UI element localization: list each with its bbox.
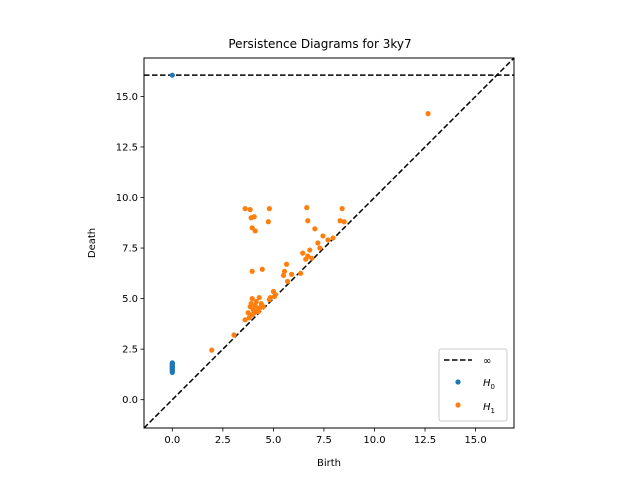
h1-point <box>260 304 266 310</box>
h1-point <box>255 309 261 315</box>
h1-point <box>249 296 255 302</box>
y-tick-label: 0.0 <box>122 395 138 406</box>
h1-point <box>266 206 272 212</box>
h1-point <box>309 255 315 261</box>
h1-point <box>242 206 248 212</box>
legend-h1-marker <box>455 402 461 408</box>
x-tick-label: 7.5 <box>316 435 332 446</box>
h1-point <box>253 299 259 305</box>
h1-point <box>245 310 251 316</box>
plot-frame <box>143 57 515 429</box>
h1-point <box>247 207 253 213</box>
h1-point <box>265 219 271 225</box>
legend-infinity-label: ∞ <box>483 356 491 367</box>
h1-point <box>320 233 326 239</box>
h0-point <box>169 72 175 78</box>
y-tick-label: 15.0 <box>116 92 138 103</box>
x-tick-label: 2.5 <box>215 435 231 446</box>
h1-point <box>288 271 295 277</box>
h1-point <box>231 332 237 338</box>
x-tick-label: 5.0 <box>265 435 281 446</box>
h1-point <box>272 291 279 298</box>
legend-box <box>438 348 508 422</box>
h1-point <box>248 301 254 307</box>
y-axis-title: Death <box>87 228 98 258</box>
y-tick-label: 5.0 <box>122 294 138 305</box>
h1-point <box>281 268 288 274</box>
h1-point <box>256 294 262 301</box>
h1-point <box>315 240 321 246</box>
h1-point <box>300 250 306 256</box>
h1-point <box>242 317 248 323</box>
legend-h1-label: H1 <box>483 402 495 415</box>
h1-point <box>312 226 318 232</box>
h1-point <box>339 206 345 212</box>
h1-point <box>280 272 287 278</box>
x-tick-label: 15.0 <box>464 435 486 446</box>
x-tick-label: 12.5 <box>414 435 436 446</box>
h1-point <box>330 235 336 241</box>
h1-point <box>305 218 311 224</box>
h1-point <box>337 218 343 224</box>
x-axis-title: Birth <box>317 458 341 469</box>
h1-point <box>259 266 265 272</box>
h1-point <box>341 219 347 225</box>
y-tick-label: 2.5 <box>122 345 138 356</box>
x-tick-label: 0.0 <box>164 435 180 446</box>
h1-point <box>251 214 257 220</box>
y-tick-label: 12.5 <box>116 142 138 153</box>
h1-point <box>325 237 331 243</box>
legend-h0-marker <box>455 379 461 385</box>
x-tick-label: 10.0 <box>363 435 385 446</box>
h1-point <box>317 245 323 251</box>
legend: ∞ H0 H1 <box>438 348 508 422</box>
h1-point <box>425 111 431 117</box>
y-tick-label: 7.5 <box>122 244 138 255</box>
h1-point <box>305 253 311 259</box>
h0-point <box>169 360 175 366</box>
legend-h0-label: H0 <box>483 378 495 391</box>
h1-point <box>304 205 310 211</box>
y-axis: 0.0 2.5 5.0 7.5 10.0 12.5 15.0 <box>116 92 144 406</box>
x-axis: 0.0 2.5 5.0 7.5 10.0 12.5 15.0 <box>164 428 487 446</box>
h1-point <box>251 310 257 316</box>
chart-title: Persistence Diagrams for 3ky7 <box>228 37 411 51</box>
h1-point <box>298 270 304 276</box>
h1-point <box>283 261 290 267</box>
h1-point <box>252 228 258 234</box>
diagonal-line <box>144 58 514 428</box>
h1-point <box>284 278 291 285</box>
h1-point <box>307 247 313 253</box>
y-tick-label: 10.0 <box>116 193 138 204</box>
h1-point <box>209 347 215 353</box>
plot-area <box>144 58 514 428</box>
h1-point <box>267 294 273 301</box>
h1-point <box>249 268 255 274</box>
